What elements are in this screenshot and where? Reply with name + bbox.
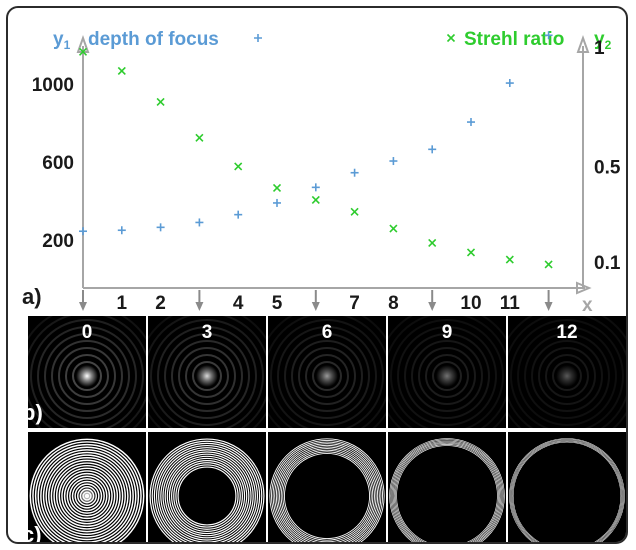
psf-panel-label: 9: [442, 322, 453, 343]
down-arrow-icon: [428, 290, 436, 311]
psf-panel: 9: [377, 306, 517, 446]
psf-panel-label: 6: [322, 322, 333, 343]
pupil-image-row: c): [22, 432, 626, 544]
panel-label-a: a): [22, 284, 42, 309]
depth-of-focus-point: [118, 226, 126, 234]
series-depth-of-focus: [79, 31, 553, 235]
psf-panel: 3: [137, 306, 277, 446]
psf-panel: 12: [497, 306, 628, 446]
y1-axis-label: y1: [53, 29, 71, 52]
y1-tick-label: 1000: [32, 75, 74, 96]
depth-of-focus-point: [234, 211, 242, 219]
down-arrow-icon: [195, 290, 203, 311]
x-tick-label: 5: [272, 293, 283, 314]
legend-depth-of-focus: depth of focus: [88, 29, 219, 50]
figure-frame: y1 y2 x depth of focus Strehl ratio 200 6…: [6, 6, 628, 544]
psf-panel-label: 3: [202, 322, 213, 343]
strehl-ratio-point: [118, 67, 125, 74]
pupil-panel: [268, 432, 386, 544]
pupil-panel: [508, 432, 626, 544]
y2-tick-label: 0.5: [594, 157, 621, 178]
pupil-panel: [28, 432, 146, 544]
psf-panel: 6: [257, 306, 397, 446]
strehl-ratio-point: [351, 208, 358, 215]
depth-of-focus-point: [467, 118, 475, 126]
y2-tick-labels: 0.1 0.5 1: [594, 38, 621, 274]
depth-of-focus-point: [351, 169, 359, 177]
y2-tick-label: 0.1: [594, 253, 621, 274]
strehl-ratio-point: [545, 261, 552, 268]
strehl-ratio-point: [196, 134, 203, 141]
panel-label-b: b): [22, 400, 43, 425]
depth-of-focus-point: [157, 223, 165, 231]
y2-tick-label: 1: [594, 38, 605, 59]
depth-of-focus-point: [506, 79, 514, 87]
x-axis-label: x: [582, 295, 593, 316]
panel-label-c: c): [22, 522, 42, 544]
depth-of-focus-point: [273, 199, 281, 207]
x-tick-label: 11: [500, 293, 521, 314]
y1-tick-label: 200: [42, 231, 74, 252]
strehl-ratio-point: [312, 196, 319, 203]
x-tick-label: 7: [349, 293, 360, 314]
depth-of-focus-point: [428, 145, 436, 153]
depth-of-focus-point: [312, 183, 320, 191]
psf-panel: 0: [17, 306, 157, 446]
depth-of-focus-point: [195, 218, 203, 226]
x-tick-label: 8: [388, 293, 399, 314]
strehl-ratio-point: [390, 225, 397, 232]
depth-of-focus-point: [389, 157, 397, 165]
x-tick-label: 4: [233, 293, 244, 314]
legend-plus-marker-icon: [254, 34, 262, 42]
x-tick-label: 2: [155, 293, 166, 314]
strehl-ratio-point: [468, 249, 475, 256]
x-tick-label: 10: [460, 293, 481, 314]
strehl-ratio-point: [235, 163, 242, 170]
strehl-ratio-point: [157, 98, 164, 105]
pupil-panel: [148, 432, 266, 544]
psf-panel-label: 0: [82, 322, 93, 343]
pupil-panel: [388, 432, 506, 544]
strehl-ratio-point: [429, 239, 436, 246]
psf-image-row: 0 3 6 9 12 b): [17, 306, 628, 446]
strehl-ratio-point: [506, 256, 513, 263]
down-arrow-icon: [545, 290, 553, 311]
down-arrow-icon: [79, 290, 87, 311]
depth-of-focus-point: [79, 227, 87, 235]
psf-panel-label: 12: [556, 322, 577, 343]
strehl-ratio-point: [274, 184, 281, 191]
down-arrow-icon: [312, 290, 320, 311]
y1-tick-label: 600: [42, 153, 74, 174]
legend-cross-glyph: [448, 35, 455, 42]
series-strehl-ratio: [80, 48, 553, 268]
x-tick-label: 1: [117, 293, 128, 314]
chart-panel-a: y1 y2 x depth of focus Strehl ratio 2006…: [22, 29, 621, 316]
y1-tick-labels: 200 600 1000: [32, 75, 74, 252]
legend-cross-marker-icon: [448, 35, 455, 42]
figure-svg: y1 y2 x depth of focus Strehl ratio 2006…: [8, 8, 628, 544]
legend-plus-glyph: [254, 34, 262, 42]
